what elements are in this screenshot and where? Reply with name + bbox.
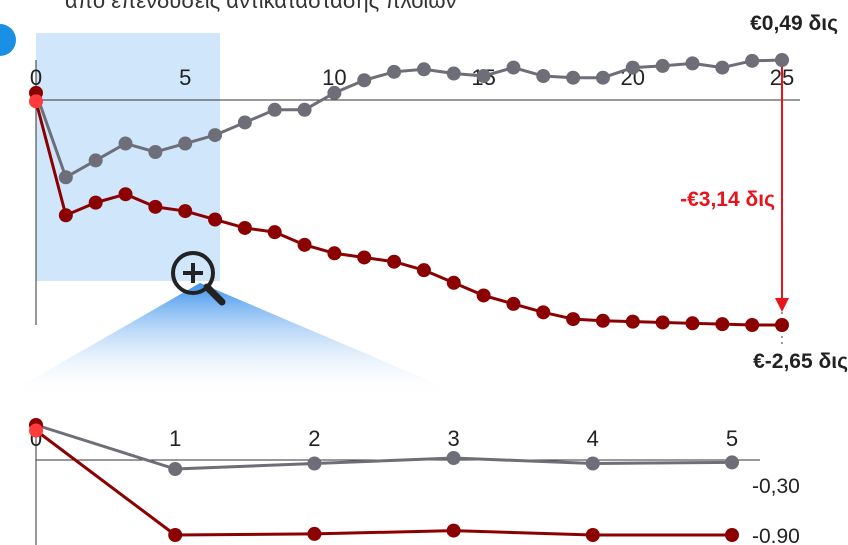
red-series-point bbox=[267, 225, 282, 240]
grey-series-point bbox=[585, 456, 600, 471]
grey-series-point bbox=[237, 115, 252, 130]
red-series-point bbox=[775, 318, 789, 332]
x-tick-label: 0 bbox=[30, 65, 42, 90]
difference-value: -€3,14 δις bbox=[680, 188, 775, 211]
red-series-point bbox=[297, 237, 312, 252]
red-series-point bbox=[88, 195, 103, 210]
red-series-point bbox=[29, 423, 43, 438]
red-series-point bbox=[585, 528, 600, 542]
zoom-grey-end-value: -0,30 bbox=[752, 475, 800, 498]
red-series-point bbox=[625, 314, 640, 329]
grey-series-point bbox=[178, 136, 193, 151]
bottom-end-value: €-2,65 δις bbox=[753, 350, 848, 373]
grey-series-point bbox=[387, 64, 402, 79]
red-series-point bbox=[566, 312, 581, 327]
grey-series-point bbox=[625, 60, 640, 75]
x-tick-label: 5 bbox=[179, 65, 191, 90]
grey-series-point bbox=[88, 153, 103, 168]
x-tick-label: 4 bbox=[587, 426, 599, 451]
grey-series-point bbox=[307, 456, 322, 471]
red-series-point bbox=[357, 250, 372, 265]
red-series-point bbox=[446, 275, 461, 290]
red-series-point bbox=[387, 254, 402, 269]
chart-title: από επενδύσεις αντικατάστασης πλοίων bbox=[65, 0, 457, 13]
zoom-projection bbox=[0, 283, 470, 398]
grey-series-point bbox=[267, 102, 282, 117]
red-series-point bbox=[237, 220, 252, 235]
grey-series-point bbox=[685, 56, 700, 71]
red-series-point bbox=[58, 208, 73, 223]
red-series-point bbox=[327, 246, 342, 261]
red-series-point bbox=[148, 199, 163, 214]
grey-series-point bbox=[655, 58, 670, 73]
red-series-point bbox=[178, 204, 193, 219]
grey-series-point bbox=[715, 60, 730, 75]
red-series-point bbox=[685, 316, 700, 331]
x-tick-label: 25 bbox=[770, 65, 794, 90]
grey-series-point bbox=[327, 85, 342, 100]
grey-series-point bbox=[297, 102, 312, 117]
x-tick-label: 1 bbox=[169, 426, 181, 451]
section-badge bbox=[0, 24, 16, 56]
grey-series-point bbox=[416, 62, 431, 77]
red-series-point bbox=[476, 288, 491, 303]
grey-series-point bbox=[775, 53, 789, 67]
x-tick-label: 5 bbox=[726, 426, 738, 451]
grey-series-point bbox=[506, 60, 521, 75]
red-series-point bbox=[595, 313, 610, 328]
grey-series-point bbox=[118, 136, 133, 151]
red-series-point bbox=[745, 318, 760, 332]
top-end-value: €0,49 δις bbox=[750, 12, 838, 35]
red-series-point bbox=[307, 526, 322, 541]
grey-series-point bbox=[446, 451, 461, 465]
grey-series-point bbox=[725, 455, 739, 470]
red-series-point bbox=[715, 317, 730, 332]
red-series-point bbox=[725, 528, 739, 542]
grey-series-point bbox=[745, 53, 760, 68]
grey-series-point bbox=[58, 170, 73, 185]
red-series-point bbox=[208, 212, 223, 227]
red-series-point bbox=[536, 305, 551, 320]
grey-series-point bbox=[536, 69, 551, 84]
red-series-point bbox=[506, 296, 521, 311]
grey-series-point bbox=[446, 66, 461, 81]
grey-series-point bbox=[357, 73, 372, 88]
red-series-point bbox=[168, 528, 183, 542]
red-series-point bbox=[118, 187, 133, 202]
zoom-in-icon[interactable] bbox=[171, 251, 226, 306]
x-tick-label: 2 bbox=[308, 426, 320, 451]
red-series-line bbox=[35, 429, 732, 537]
red-series-point bbox=[655, 315, 670, 330]
grey-series-point bbox=[476, 69, 491, 84]
red-series-point bbox=[446, 523, 461, 538]
grey-series-point bbox=[208, 128, 223, 143]
grey-series-line bbox=[35, 423, 733, 471]
x-tick-label: 3 bbox=[447, 426, 459, 451]
grey-series-point bbox=[595, 70, 610, 85]
zoom-red-end-value: -0.90 bbox=[752, 525, 800, 545]
red-series-point bbox=[29, 94, 43, 109]
difference-arrowhead bbox=[775, 298, 789, 312]
grey-series-point bbox=[566, 70, 581, 85]
zoom-highlight-region bbox=[36, 33, 220, 281]
red-series-point bbox=[416, 263, 431, 278]
x-tick-label: 10 bbox=[322, 65, 346, 90]
grey-series-point bbox=[168, 462, 183, 476]
grey-series-point bbox=[148, 144, 163, 159]
